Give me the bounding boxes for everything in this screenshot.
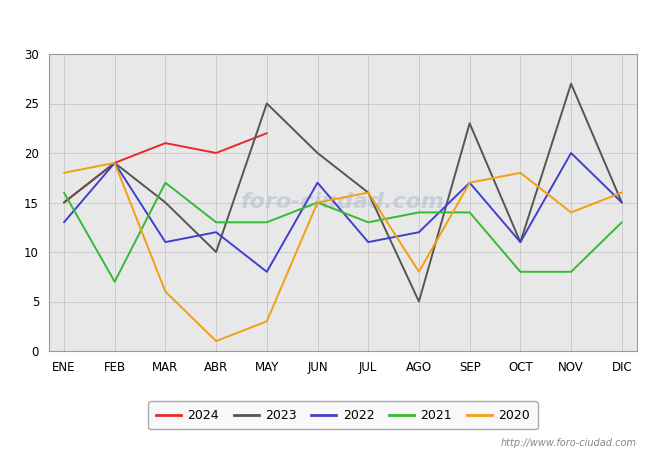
Text: foro-ciudad.com: foro-ciudad.com: [241, 193, 445, 212]
Text: Matriculaciones de Vehiculos en Cobeña: Matriculaciones de Vehiculos en Cobeña: [163, 13, 487, 28]
Text: http://www.foro-ciudad.com: http://www.foro-ciudad.com: [501, 438, 637, 448]
Legend: 2024, 2023, 2022, 2021, 2020: 2024, 2023, 2022, 2021, 2020: [148, 401, 538, 429]
